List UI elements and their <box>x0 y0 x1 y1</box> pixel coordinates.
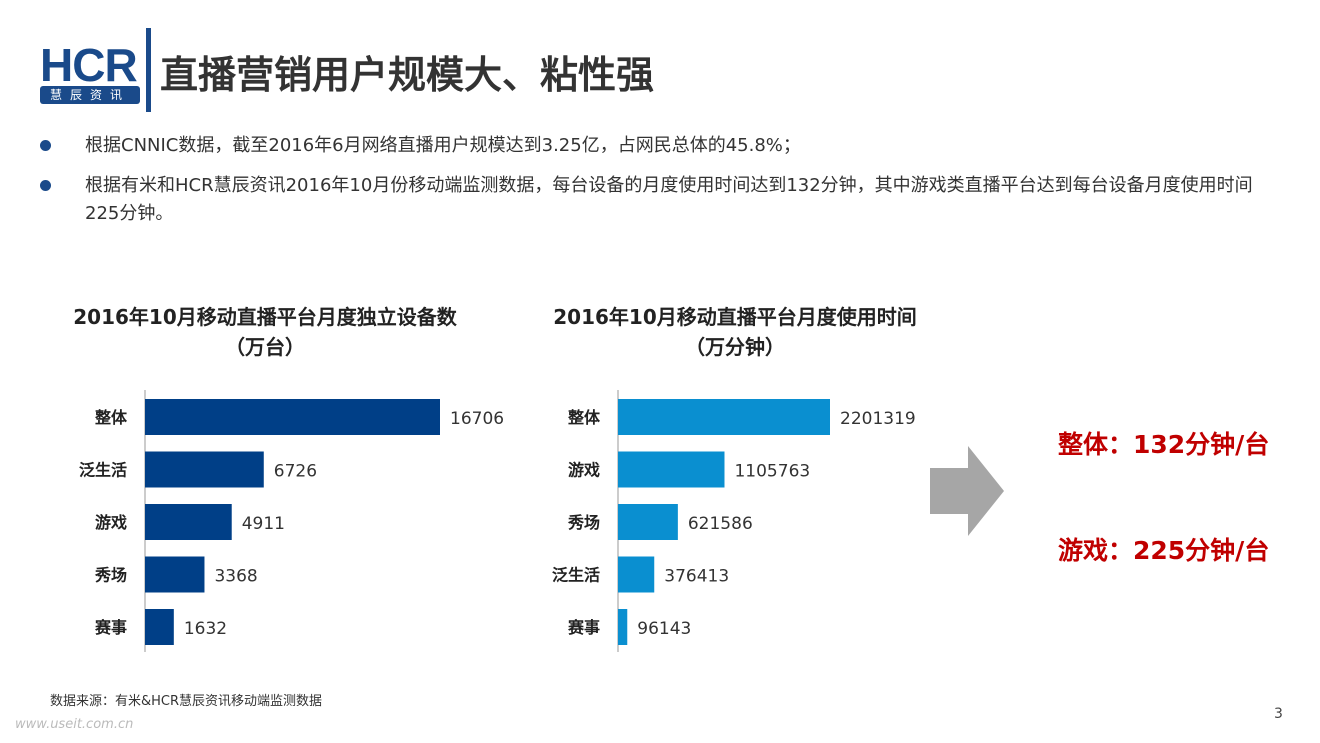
logo-text: HCR <box>40 39 138 91</box>
data-label: 376413 <box>664 567 729 587</box>
bar-4 <box>145 609 174 645</box>
chart2-usage-time: 整体 2201319 游戏 1105763 秀场 621586 泛生活 376413 赛事 961… <box>552 390 916 652</box>
title-divider <box>146 28 151 112</box>
bar-1 <box>618 451 725 488</box>
page-number: 3 <box>1274 706 1283 722</box>
category-label: 整体 <box>94 408 128 427</box>
bar-2 <box>618 504 678 540</box>
chart1-devices: 整体 16706 泛生活 6726 游戏 4911 秀场 3368 赛事 1632 <box>79 390 504 652</box>
category-label: 游戏 <box>568 461 600 480</box>
data-label: 1632 <box>184 619 227 639</box>
bullet-dot-icon <box>40 180 51 191</box>
data-label: 3368 <box>214 567 257 587</box>
bar-3 <box>145 556 205 593</box>
page-title: 直播营销用户规模大、粘性强 <box>160 53 655 97</box>
category-label: 游戏 <box>95 513 127 532</box>
chart2-title-text: 2016年10月移动直播平台月度使用时间 <box>553 305 917 329</box>
chart1-title-text: 2016年10月移动直播平台月度独立设备数 <box>73 305 457 329</box>
data-label: 16706 <box>450 409 504 429</box>
bar-0 <box>145 399 440 435</box>
chart2-subtitle: （万分钟） <box>685 335 785 359</box>
category-label: 泛生活 <box>79 461 127 480</box>
watermark: www.useit.com.cn <box>15 717 134 732</box>
data-label: 1105763 <box>734 462 810 482</box>
category-label: 泛生活 <box>552 566 600 585</box>
data-label: 6726 <box>274 462 317 482</box>
chart1-subtitle: （万台） <box>225 335 305 359</box>
bar-0 <box>618 399 830 435</box>
logo-subtext: 慧辰资讯 <box>40 86 140 104</box>
data-source: 数据来源：有米&HCR慧辰资讯移动端监测数据 <box>50 694 323 709</box>
category-label: 赛事 <box>567 618 600 637</box>
data-label: 621586 <box>688 514 753 534</box>
bullet-text: 根据CNNIC数据，截至2016年6月网络直播用户规模达到3.25亿，占网民总体… <box>85 135 801 156</box>
callout-overall: 整体：132分钟/台 <box>1058 430 1270 459</box>
data-label: 2201319 <box>840 409 916 429</box>
data-label: 4911 <box>242 514 285 534</box>
bullet-dot-icon <box>40 140 51 151</box>
bar-3 <box>618 556 655 593</box>
category-label: 赛事 <box>94 618 127 637</box>
hcr-logo: HCR 慧辰资讯 <box>40 39 140 104</box>
callout-game: 游戏：225分钟/台 <box>1058 536 1270 565</box>
bullet-text: 根据有米和HCR慧辰资讯2016年10月份移动端监测数据，每台设备的月度使用时间… <box>85 175 1253 224</box>
category-label: 秀场 <box>94 566 127 585</box>
bar-1 <box>145 451 264 488</box>
chart1-title: 2016年10月移动直播平台月度独立设备数 （万台） <box>30 302 500 362</box>
category-label: 整体 <box>567 408 601 427</box>
right-arrow-icon <box>930 446 1004 536</box>
category-label: 秀场 <box>567 513 600 532</box>
data-label: 96143 <box>637 619 691 639</box>
bar-2 <box>145 504 232 540</box>
bar-4 <box>618 609 628 645</box>
chart2-title: 2016年10月移动直播平台月度使用时间 （万分钟） <box>505 302 965 362</box>
